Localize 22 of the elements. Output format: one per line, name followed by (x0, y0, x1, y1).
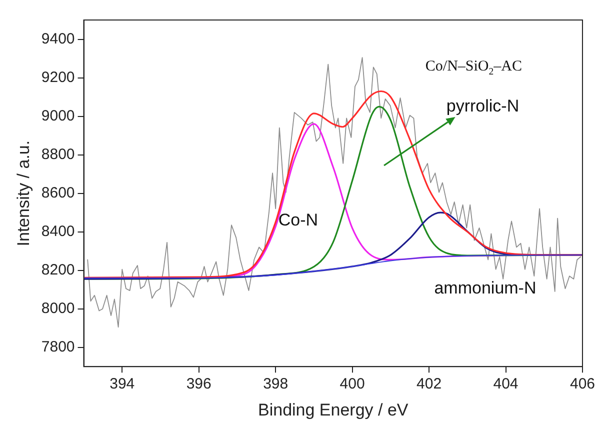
annotation: Co-N (278, 210, 318, 230)
x-tick-label: 404 (493, 376, 518, 393)
x-tick-label: 396 (186, 376, 212, 393)
y-tick-label: 8800 (41, 146, 75, 163)
x-tick-label: 398 (263, 376, 288, 393)
x-tick-label: 406 (570, 376, 595, 393)
line-series (84, 254, 582, 279)
annotation: pyrrolic-N (446, 96, 520, 116)
y-tick-label: 9000 (41, 107, 75, 124)
x-tick-label: 394 (110, 376, 135, 393)
y-tick-label: 8200 (41, 261, 75, 278)
x-tick-label: 402 (416, 376, 442, 393)
x-axis-title: Binding Energy / eV (258, 400, 409, 420)
y-tick-label: 9400 (41, 30, 75, 48)
y-axis-title: Intensity / a.u. (14, 140, 33, 246)
y-tick-label: 7800 (41, 338, 75, 356)
y-tick-label: 8000 (41, 300, 75, 317)
y-tick-label: 9200 (41, 68, 75, 86)
x-tick-label: 400 (340, 376, 365, 393)
y-tick-label: 8400 (41, 222, 75, 240)
annotation: ammonium-N (434, 278, 536, 298)
y-tick-label: 8600 (41, 184, 75, 202)
